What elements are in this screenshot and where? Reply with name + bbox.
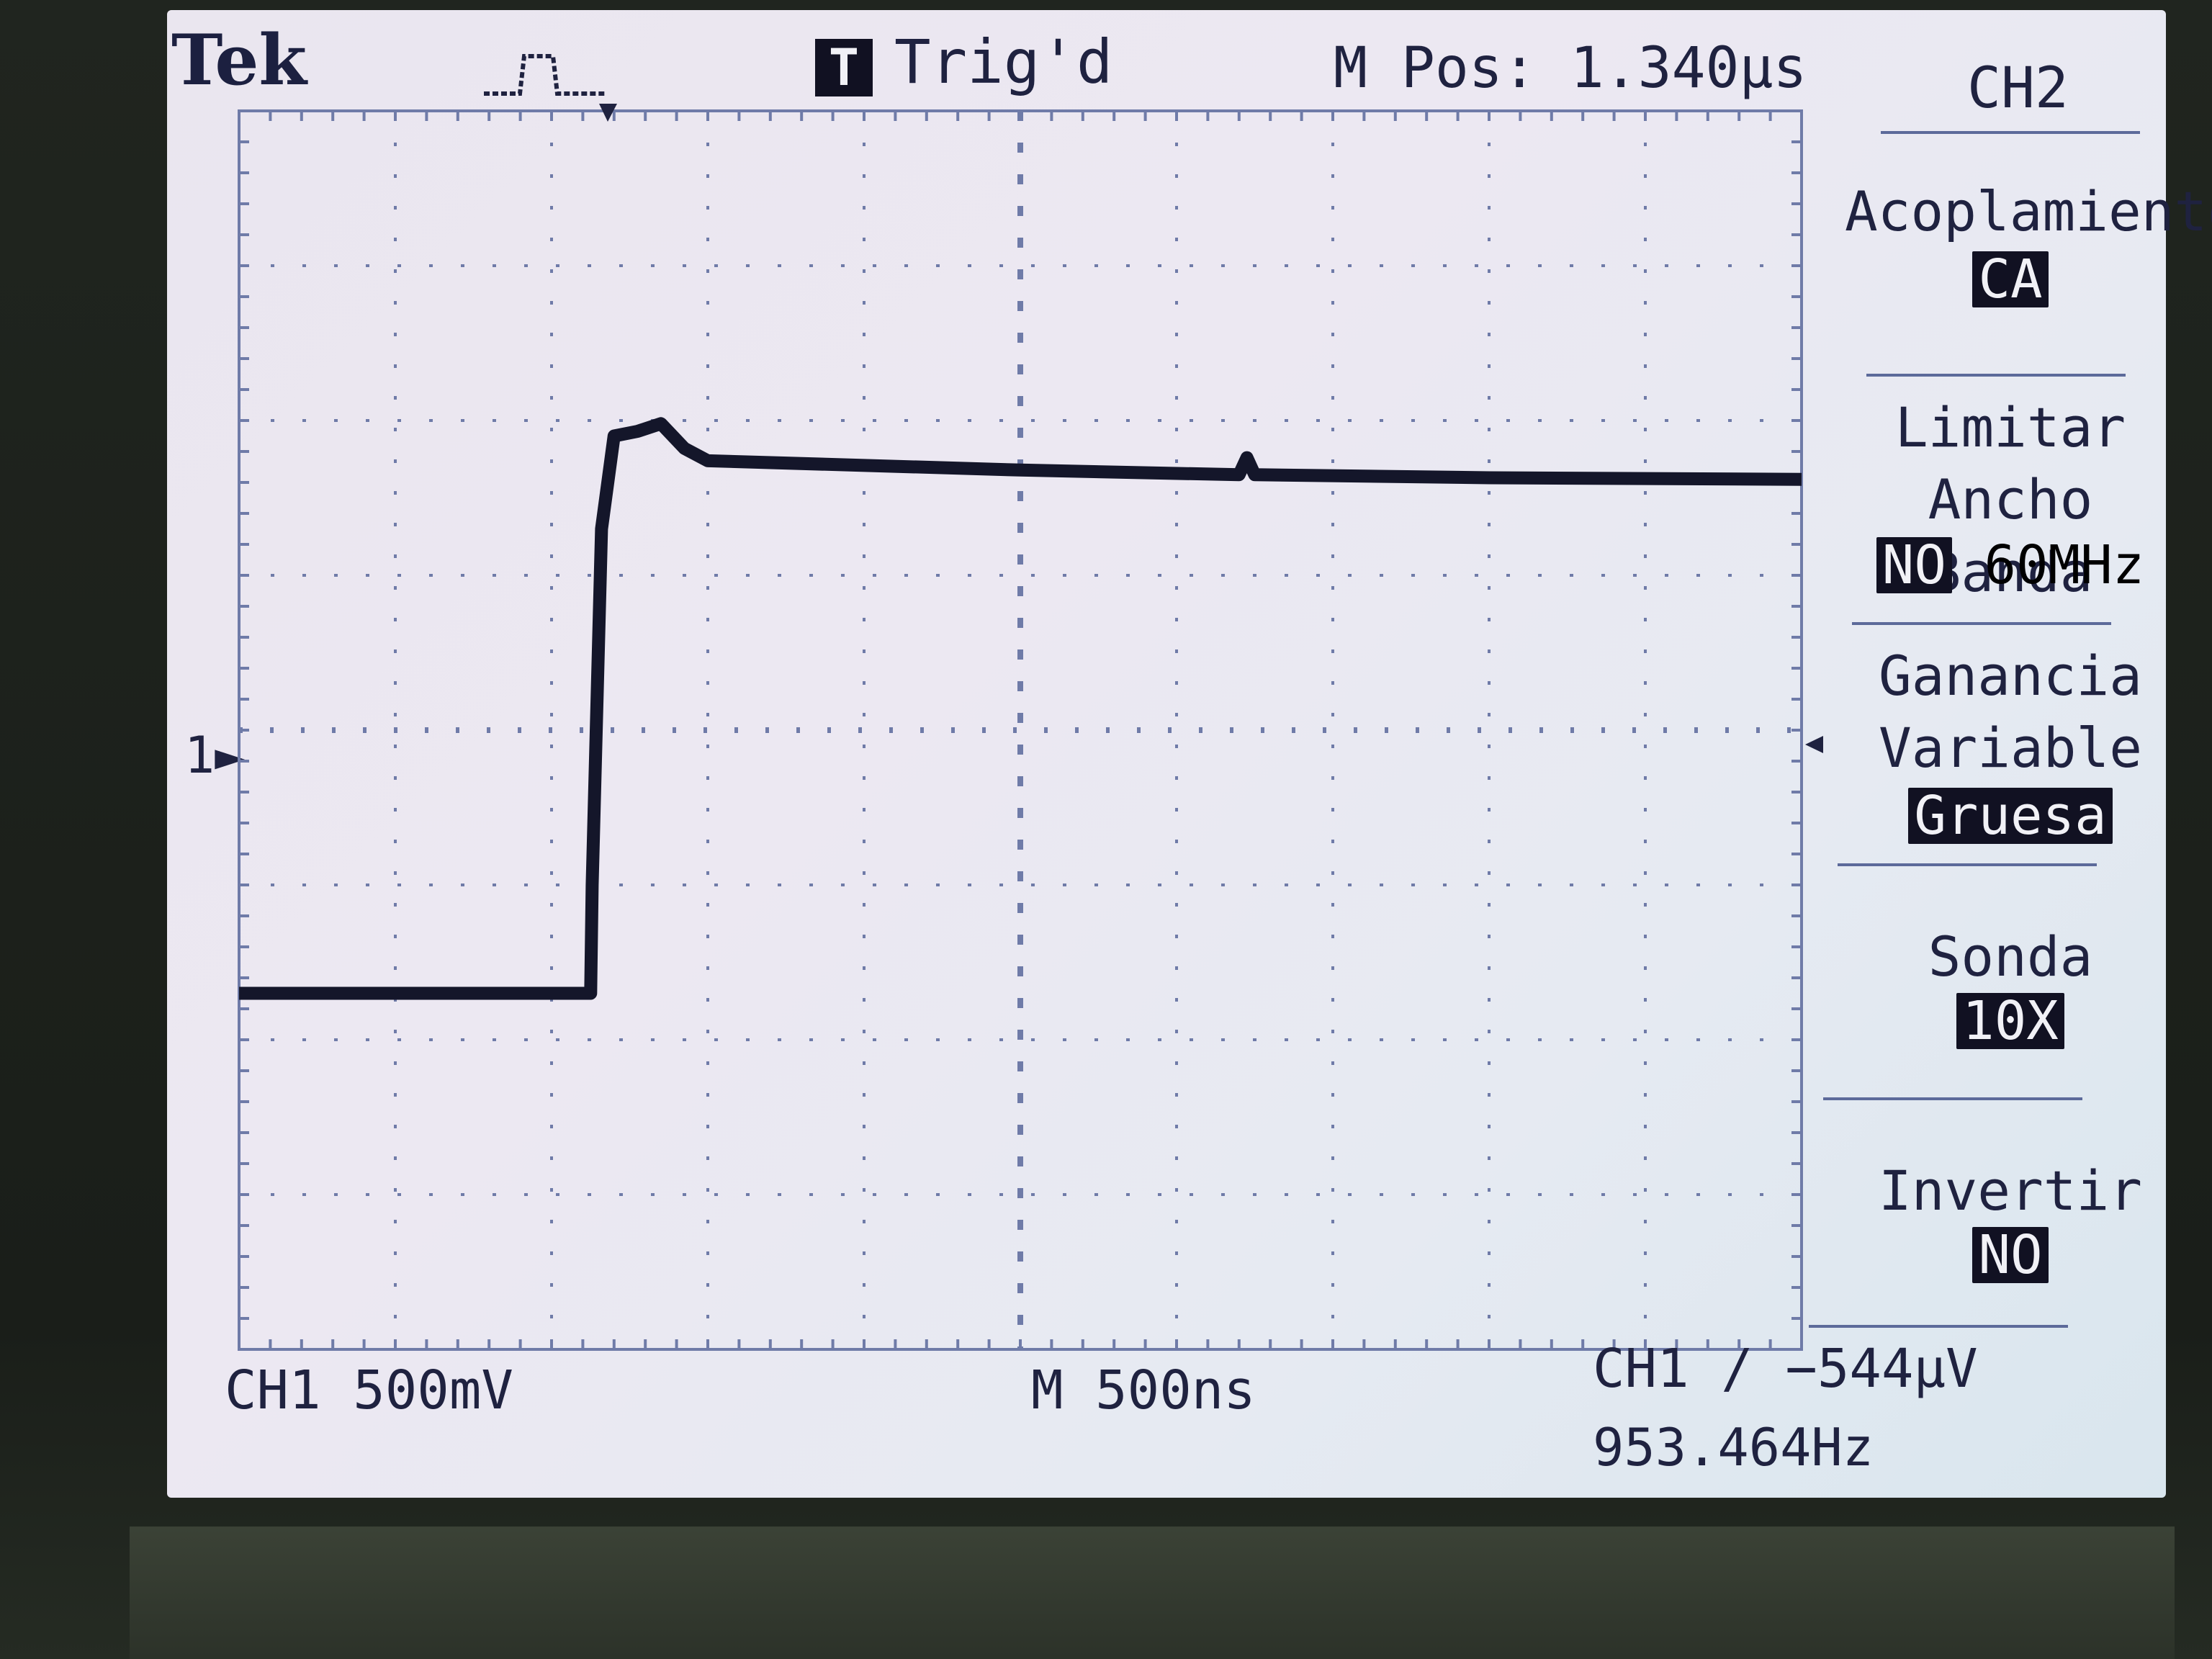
menu-item-label: Limitar Ancho Banda <box>1894 395 2126 604</box>
pulse-icon <box>484 54 606 96</box>
coupling-value: CA <box>1972 251 2049 307</box>
invert-value: NO <box>1972 1227 2049 1283</box>
frequency-readout: 953.464Hz <box>1593 1417 1874 1478</box>
menu-divider <box>1866 374 2126 377</box>
trigger-badge: T <box>815 39 873 96</box>
bandwidth-value-active: NO <box>1876 537 1952 593</box>
probe-value: 10X <box>1956 993 2064 1049</box>
trigger-status: Trig'd <box>894 27 1113 97</box>
menu-divider <box>1838 863 2097 866</box>
menu-item-label: Acoplamiento <box>1845 179 2212 243</box>
menu-item-label: Sonda <box>1928 925 2093 989</box>
menu-title: CH2 <box>1967 56 2069 121</box>
timebase-readout: M 500ns <box>1031 1359 1256 1421</box>
waveform-display <box>238 104 1823 1351</box>
ch1-trace <box>239 417 1802 1000</box>
brand-logo: Tek <box>171 19 307 101</box>
bandwidth-value-other: 60MHz <box>1984 534 2145 596</box>
menu-divider <box>1852 622 2111 625</box>
oscilloscope-screen: Tek T Trig'd M Pos: 1.340µs 1► CH2 Acopl… <box>167 10 2212 1498</box>
menu-divider <box>1823 1097 2082 1100</box>
trigger-level-marker <box>1805 736 1823 753</box>
main-position-readout: M Pos: 1.340µs <box>1334 36 1807 101</box>
menu-divider <box>1881 131 2140 134</box>
graticule <box>238 109 1803 1351</box>
ch1-scale-readout: CH1 500mV <box>225 1359 513 1421</box>
trigger-position-marker <box>599 104 617 122</box>
front-panel-edge <box>130 1527 2175 1659</box>
trigger-readout: CH1 ∕ −544µV <box>1593 1338 1978 1400</box>
menu-divider <box>1809 1325 2068 1328</box>
menu-item-label: Ganancia Variable <box>1878 644 2143 781</box>
variable-gain-value: Gruesa <box>1908 788 2113 844</box>
menu-item-label: Invertir <box>1878 1159 2143 1223</box>
